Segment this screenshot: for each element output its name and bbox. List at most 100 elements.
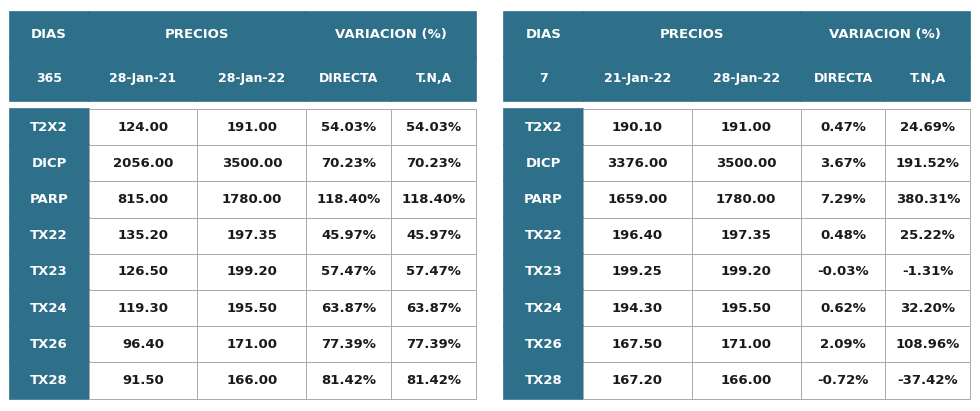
Text: 124.00: 124.00: [118, 120, 169, 134]
Bar: [801, 109, 886, 145]
Text: 70.23%: 70.23%: [406, 157, 462, 170]
Bar: [801, 12, 970, 57]
Text: 25.22%: 25.22%: [901, 229, 956, 242]
Bar: [801, 326, 886, 363]
Text: DIRECTA: DIRECTA: [813, 72, 872, 85]
Text: DIAS: DIAS: [31, 28, 67, 41]
Text: T.N,A: T.N,A: [909, 72, 946, 85]
Text: 191.52%: 191.52%: [896, 157, 959, 170]
Bar: [10, 254, 88, 290]
Bar: [692, 363, 801, 399]
Text: 32.20%: 32.20%: [901, 302, 956, 315]
Text: -1.31%: -1.31%: [903, 266, 954, 278]
Text: 199.25: 199.25: [612, 266, 662, 278]
Text: PRECIOS: PRECIOS: [166, 28, 229, 41]
Text: 195.50: 195.50: [226, 302, 277, 315]
Bar: [391, 217, 476, 254]
Text: TX22: TX22: [524, 229, 563, 242]
Bar: [886, 109, 970, 145]
Bar: [88, 57, 198, 101]
Text: 96.40: 96.40: [122, 338, 164, 351]
Text: PARP: PARP: [524, 193, 563, 206]
Bar: [801, 254, 886, 290]
Bar: [198, 326, 307, 363]
Bar: [886, 181, 970, 217]
Text: 7: 7: [539, 72, 548, 85]
Bar: [583, 57, 692, 101]
Text: T.N,A: T.N,A: [416, 72, 452, 85]
Text: DICP: DICP: [31, 157, 67, 170]
Text: 171.00: 171.00: [720, 338, 771, 351]
Text: 194.30: 194.30: [612, 302, 662, 315]
Text: 91.50: 91.50: [122, 374, 164, 387]
Bar: [10, 181, 88, 217]
Bar: [886, 290, 970, 326]
Bar: [801, 57, 886, 101]
Bar: [504, 145, 583, 181]
Bar: [391, 363, 476, 399]
Bar: [307, 145, 391, 181]
Bar: [198, 290, 307, 326]
Bar: [692, 109, 801, 145]
Text: 171.00: 171.00: [226, 338, 277, 351]
Text: TX23: TX23: [524, 266, 563, 278]
Bar: [692, 181, 801, 217]
Bar: [583, 217, 692, 254]
Bar: [391, 57, 476, 101]
Text: 108.96%: 108.96%: [896, 338, 960, 351]
Bar: [391, 254, 476, 290]
Text: 45.97%: 45.97%: [321, 229, 376, 242]
Text: 28-Jan-22: 28-Jan-22: [712, 72, 780, 85]
Text: TX26: TX26: [30, 338, 68, 351]
Bar: [10, 290, 88, 326]
Text: 815.00: 815.00: [118, 193, 169, 206]
Bar: [88, 217, 198, 254]
Bar: [583, 363, 692, 399]
Text: 45.97%: 45.97%: [406, 229, 461, 242]
Text: 63.87%: 63.87%: [406, 302, 462, 315]
Text: 195.50: 195.50: [720, 302, 771, 315]
Text: TX23: TX23: [30, 266, 68, 278]
Bar: [198, 363, 307, 399]
Text: 191.00: 191.00: [720, 120, 771, 134]
Bar: [583, 12, 801, 57]
Bar: [198, 254, 307, 290]
Text: 166.00: 166.00: [226, 374, 277, 387]
Text: 191.00: 191.00: [226, 120, 277, 134]
Bar: [886, 254, 970, 290]
Text: 199.20: 199.20: [720, 266, 771, 278]
Bar: [88, 254, 198, 290]
Text: 81.42%: 81.42%: [406, 374, 462, 387]
Text: 70.23%: 70.23%: [321, 157, 376, 170]
Bar: [10, 145, 88, 181]
Text: 365: 365: [36, 72, 62, 85]
Text: 77.39%: 77.39%: [406, 338, 461, 351]
Text: VARIACION (%): VARIACION (%): [829, 28, 942, 41]
Text: 63.87%: 63.87%: [321, 302, 376, 315]
Text: PRECIOS: PRECIOS: [660, 28, 724, 41]
Text: 118.40%: 118.40%: [402, 193, 465, 206]
Bar: [583, 181, 692, 217]
Bar: [307, 326, 391, 363]
Bar: [88, 109, 198, 145]
Bar: [886, 145, 970, 181]
Text: -0.03%: -0.03%: [817, 266, 869, 278]
Bar: [307, 254, 391, 290]
Bar: [10, 217, 88, 254]
Bar: [692, 217, 801, 254]
Text: 7.29%: 7.29%: [820, 193, 866, 206]
Bar: [391, 181, 476, 217]
Text: 1780.00: 1780.00: [716, 193, 776, 206]
Bar: [391, 145, 476, 181]
Bar: [307, 12, 476, 57]
Text: DIRECTA: DIRECTA: [319, 72, 378, 85]
Text: 57.47%: 57.47%: [406, 266, 461, 278]
Text: TX28: TX28: [524, 374, 563, 387]
Text: 77.39%: 77.39%: [321, 338, 376, 351]
Text: 3500.00: 3500.00: [221, 157, 282, 170]
Text: 380.31%: 380.31%: [896, 193, 960, 206]
Bar: [10, 57, 88, 101]
Bar: [504, 217, 583, 254]
Text: TX24: TX24: [30, 302, 68, 315]
Bar: [801, 181, 886, 217]
